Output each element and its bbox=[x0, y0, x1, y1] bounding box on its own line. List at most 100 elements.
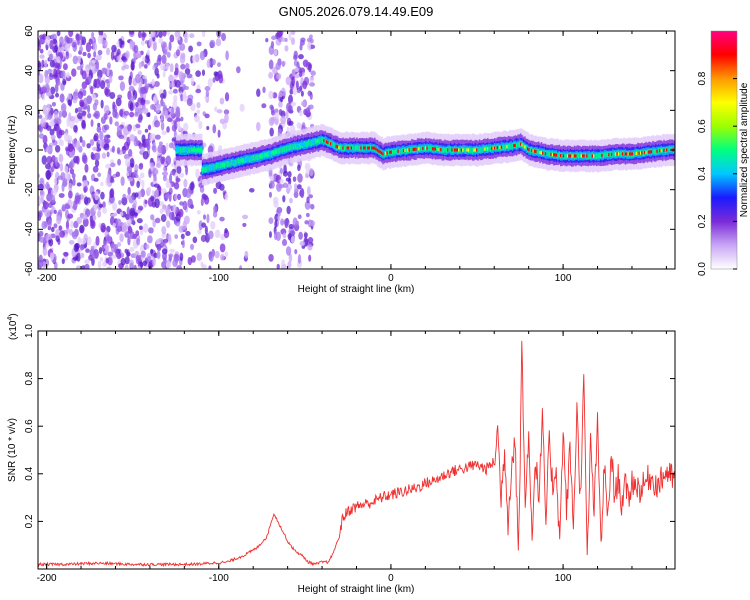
spectrogram-speckle bbox=[173, 94, 178, 102]
spectrogram-speckle bbox=[50, 166, 55, 172]
spectrogram-ridge-band bbox=[478, 147, 481, 154]
spectrogram-speckle bbox=[127, 186, 131, 196]
spectrogram-ridge-core bbox=[414, 147, 417, 151]
spectrogram-speckle bbox=[91, 93, 97, 102]
spectrogram-speckle bbox=[164, 193, 171, 199]
spectrogram-x-ticks: -200 -100 0 100 bbox=[37, 31, 667, 284]
spectrogram-ridge-core bbox=[554, 153, 557, 157]
spectrogram-ridge-band bbox=[427, 145, 430, 151]
spectrogram-speckle bbox=[166, 62, 170, 71]
spectrogram-speckle bbox=[137, 266, 142, 269]
spectrogram-speckle bbox=[279, 178, 284, 184]
spectrogram-speckle bbox=[49, 39, 54, 50]
spectrogram-speckle bbox=[199, 50, 206, 61]
x-tick-label: 100 bbox=[555, 573, 572, 584]
spectrogram-ridge-band bbox=[285, 145, 288, 152]
spectrogram-speckle bbox=[53, 177, 58, 185]
spectrogram-ridge-band bbox=[345, 144, 348, 151]
spectrogram-speckle bbox=[287, 183, 292, 190]
spectrogram-speckle bbox=[66, 227, 70, 234]
spectrogram-speckle bbox=[138, 163, 144, 170]
spectrogram-speckle bbox=[128, 75, 132, 86]
spectrogram-speckle bbox=[160, 241, 166, 247]
spectrogram-speckle bbox=[168, 41, 172, 51]
spectrogram-speckle bbox=[182, 95, 188, 102]
spectrogram-speckle bbox=[85, 248, 90, 253]
spectrogram-ridge-core bbox=[641, 151, 644, 155]
spectrogram-speckle bbox=[293, 54, 298, 61]
spectrogram-ridge-core bbox=[407, 148, 410, 152]
spectrogram-speckle bbox=[48, 74, 54, 81]
spectrogram-speckle bbox=[158, 37, 164, 44]
spectrogram-speckle bbox=[207, 78, 213, 88]
spectrogram-speckle bbox=[61, 258, 65, 265]
spectrogram-speckle bbox=[129, 134, 136, 142]
spectrogram-ridge-core bbox=[329, 142, 333, 146]
snr-y-label: SNR (10 * v/v) bbox=[7, 418, 18, 482]
spectrogram-ridge-core bbox=[371, 146, 374, 150]
spectrogram-ridge-band bbox=[307, 139, 310, 146]
spectrogram-speckle bbox=[147, 255, 152, 261]
spectrogram-speckle bbox=[292, 86, 298, 96]
spectrogram-ridge-core bbox=[566, 154, 570, 158]
spectrogram-speckle bbox=[98, 203, 104, 208]
spectrogram-speckle bbox=[174, 193, 178, 201]
spectrogram-speckle bbox=[262, 86, 266, 94]
spectrogram-ridge-core bbox=[389, 150, 392, 154]
spectrogram-speckle bbox=[115, 97, 122, 107]
spectrogram-speckle bbox=[65, 51, 70, 60]
spectrogram-ridge-band bbox=[236, 159, 239, 165]
spectrogram-ridge-core bbox=[628, 152, 632, 156]
spectrogram-speckle bbox=[137, 116, 142, 123]
spectrogram-ridge-band bbox=[361, 144, 364, 151]
spectrogram-ridge-band bbox=[341, 145, 344, 151]
colorbar-tick-label: 0.6 bbox=[697, 119, 708, 133]
spectrogram-speckle bbox=[216, 62, 222, 68]
spectrogram-speckle bbox=[214, 250, 220, 259]
spectrogram-speckle bbox=[79, 224, 85, 234]
spectrogram-speckle bbox=[93, 248, 99, 259]
spectrogram-speckle bbox=[194, 114, 200, 123]
spectrogram-ridge-core bbox=[518, 142, 522, 146]
spectrogram-speckle bbox=[76, 112, 83, 120]
spectrogram-speckle bbox=[129, 111, 135, 118]
spectrogram-ridge-band bbox=[383, 151, 386, 157]
spectrogram-ridge-band bbox=[252, 154, 255, 161]
spectrogram-speckle bbox=[155, 134, 161, 140]
spectrogram-ridge-core bbox=[327, 140, 330, 145]
spectrogram-speckle bbox=[210, 220, 216, 230]
spectrogram-speckle bbox=[122, 222, 128, 232]
spectrogram-ridge-core bbox=[591, 154, 595, 158]
spectrogram-ridge-band bbox=[354, 145, 357, 151]
spectrogram-speckle bbox=[176, 165, 182, 174]
spectrogram-speckle bbox=[133, 44, 139, 54]
spectrogram-speckle bbox=[38, 114, 43, 119]
spectrogram-ridge-core bbox=[466, 148, 469, 152]
spectrogram-speckle bbox=[102, 207, 107, 214]
spectrogram-speckle bbox=[100, 222, 106, 233]
spectrogram-speckle bbox=[105, 163, 111, 169]
colorbar-gradient bbox=[710, 30, 738, 270]
spectrogram-speckle bbox=[154, 198, 160, 209]
spectrogram-speckle bbox=[288, 223, 295, 230]
spectrogram-ridge-core bbox=[455, 148, 458, 152]
spectrogram-speckle bbox=[217, 129, 221, 138]
spectrogram-speckle bbox=[299, 110, 303, 117]
spectrogram-speckle bbox=[186, 97, 193, 107]
spectrogram-speckle bbox=[192, 55, 197, 63]
spectrogram-ridge-band bbox=[668, 146, 671, 153]
spectrogram-speckle bbox=[202, 214, 207, 220]
spectrogram-ridge-band bbox=[352, 144, 355, 151]
spectrogram-speckle bbox=[212, 77, 216, 83]
spectrogram-speckle bbox=[296, 122, 302, 129]
figure-title: GN05.2026.079.14.49.E09 bbox=[279, 4, 434, 19]
spectrogram-ridge-core bbox=[343, 146, 347, 150]
y-tick-label: 1.0 bbox=[24, 324, 35, 338]
spectrogram-ridge-core bbox=[336, 145, 340, 149]
spectrogram-ridge-core bbox=[500, 145, 504, 149]
spectrogram-speckle bbox=[283, 164, 287, 174]
spectrogram-speckle bbox=[51, 155, 56, 163]
spectrogram-speckle bbox=[81, 265, 85, 269]
spectrogram-ridge-band bbox=[284, 146, 287, 152]
spectrogram-ridge-band bbox=[529, 147, 532, 153]
